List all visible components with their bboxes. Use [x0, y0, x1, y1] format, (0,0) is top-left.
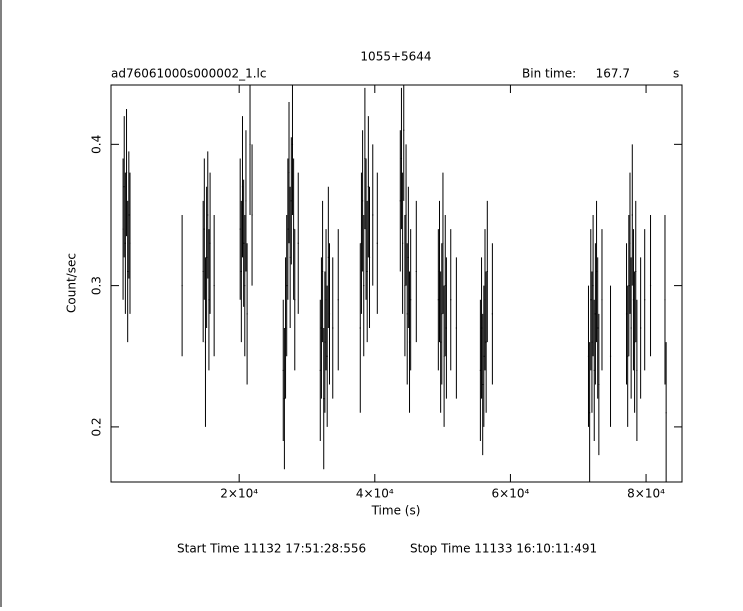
bin-time: 167.7	[596, 67, 630, 81]
stop-time: Stop Time 11133 16:10:11:491	[410, 542, 597, 556]
y-tick-label: 0.3	[90, 276, 104, 295]
plot-frame	[110, 84, 683, 483]
file-name: ad76061000s000002_1.lc	[111, 67, 267, 81]
bin-time-unit: s	[673, 67, 679, 81]
y-tick-label: 0.2	[90, 417, 104, 436]
bin-time-label: Bin time:	[522, 67, 576, 81]
y-axis-label: Count/sec	[65, 253, 79, 313]
x-axis-label: Time (s)	[371, 504, 421, 518]
x-tick-label: 8×10⁴	[627, 487, 665, 501]
x-tick-label: 4×10⁴	[356, 487, 394, 501]
chart-title: 1055+5644	[360, 50, 431, 64]
data-area	[122, 85, 667, 482]
x-tick-label: 6×10⁴	[492, 487, 530, 501]
start-time: Start Time 11132 17:51:28:556	[177, 542, 366, 556]
y-tick-label: 0.4	[90, 135, 104, 154]
x-tick-label: 2×10⁴	[220, 487, 258, 501]
